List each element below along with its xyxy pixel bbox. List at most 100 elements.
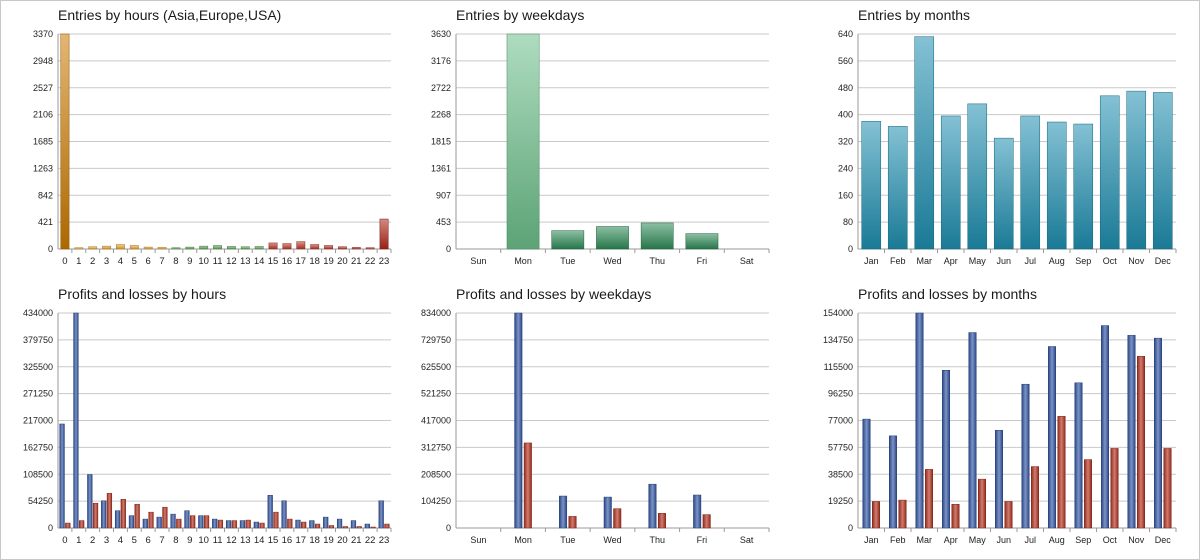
loss-bar	[92, 502, 99, 529]
x-tick-label: 16	[282, 256, 293, 267]
x-tick-label: Sep	[1075, 535, 1091, 545]
bar	[1152, 92, 1173, 250]
x-tick-label: 14	[254, 256, 265, 267]
chart-title: Profits and losses by months	[858, 286, 1037, 302]
y-tick-label: 625500	[421, 362, 451, 372]
bar	[213, 245, 222, 250]
y-tick-label: 3176	[431, 56, 451, 66]
x-tick-label: 9	[187, 535, 192, 546]
bar	[240, 246, 250, 250]
x-tick-label: 11	[213, 256, 223, 267]
x-tick-label: Feb	[890, 256, 906, 266]
x-tick-label: Jan	[864, 256, 879, 266]
y-tick-label: 0	[848, 244, 853, 254]
y-tick-label: 907	[436, 190, 451, 200]
x-tick-label: 11	[213, 535, 223, 546]
bar	[940, 115, 961, 250]
x-tick-label: 1	[76, 535, 81, 546]
x-tick-label: 15	[268, 535, 279, 546]
x-tick-label: 18	[309, 256, 320, 267]
x-tick-label: Jan	[864, 535, 879, 545]
x-tick-label: 19	[323, 535, 334, 546]
y-tick-label: 2948	[33, 56, 53, 66]
profit-bar	[184, 510, 190, 529]
bar	[171, 247, 181, 250]
loss-bar	[568, 516, 577, 529]
x-tick-label: Jun	[996, 256, 1011, 266]
y-tick-label: 80	[843, 217, 853, 227]
y-tick-label: 3630	[431, 29, 451, 39]
y-tick-label: 434000	[23, 308, 53, 318]
profit-bar	[693, 494, 702, 529]
loss-bar	[106, 493, 113, 529]
loss-bar	[384, 523, 390, 529]
y-tick-label: 1263	[33, 163, 53, 173]
x-tick-label: 17	[296, 535, 307, 546]
profit-bar	[170, 513, 176, 529]
profit-bar	[253, 521, 259, 529]
y-tick-label: 417000	[421, 416, 451, 426]
profit-bar	[225, 520, 232, 529]
profit-bar	[323, 516, 329, 529]
profit-bar	[889, 435, 897, 529]
x-tick-label: 0	[62, 256, 67, 267]
loss-bar	[162, 506, 168, 529]
x-tick-label: 10	[198, 256, 209, 267]
loss-bar	[1004, 501, 1013, 529]
x-tick-label: Nov	[1128, 535, 1145, 545]
x-tick-label: Nov	[1128, 256, 1145, 266]
profit-bar	[309, 520, 315, 529]
x-tick-label: 15	[268, 256, 279, 267]
bar	[88, 246, 98, 250]
x-tick-label: 6	[146, 535, 151, 546]
bar	[1046, 121, 1067, 250]
x-tick-label: Tue	[560, 535, 575, 545]
x-tick-label: 4	[118, 535, 123, 546]
loss-bar	[176, 518, 182, 529]
loss-bar	[342, 526, 348, 529]
x-tick-label: Mar	[917, 256, 933, 266]
loss-bar	[657, 513, 666, 529]
panel-entries-by-months: Entries by months 0 80 160 240 320 400 480 560 6…	[819, 7, 1181, 275]
bar	[199, 245, 209, 250]
x-tick-label: 16	[282, 535, 293, 546]
loss-bar	[287, 518, 293, 529]
y-tick-label: 2527	[33, 83, 53, 93]
bar	[324, 245, 333, 250]
y-tick-label: 108500	[23, 469, 53, 479]
bar	[1020, 115, 1041, 250]
profit-bar	[559, 495, 568, 529]
x-tick-label: 17	[296, 256, 307, 267]
profit-bar	[101, 500, 107, 529]
profit-bar	[350, 520, 357, 529]
loss-bar	[1057, 416, 1066, 529]
bar	[914, 36, 935, 250]
bar	[551, 230, 585, 250]
y-tick-label: 834000	[421, 308, 451, 318]
profit-bar	[295, 519, 301, 529]
panel-pl-by-weekdays: Profits and losses by weekdays 0 104250 20…	[403, 286, 774, 554]
y-tick-label: 115500	[824, 362, 853, 372]
y-tick-label: 1685	[33, 137, 53, 147]
x-tick-label: May	[969, 256, 987, 266]
x-tick-label: Sep	[1075, 256, 1091, 266]
x-tick-label: 0	[62, 535, 67, 546]
profit-bar	[995, 430, 1003, 529]
y-tick-label: 521250	[421, 389, 451, 399]
y-tick-label: 0	[446, 523, 451, 533]
y-tick-label: 453	[436, 217, 451, 227]
profit-bar	[514, 312, 523, 529]
x-tick-label: 2	[90, 256, 95, 267]
bar	[338, 246, 347, 250]
y-tick-label: 640	[838, 29, 853, 39]
x-tick-label: Apr	[944, 535, 958, 545]
profit-bar	[198, 515, 204, 529]
y-tick-label: 0	[48, 244, 53, 254]
y-tick-label: 208500	[421, 469, 451, 479]
panel-pl-by-months: Profits and losses by months 0 19250 38500…	[809, 286, 1181, 554]
profit-bar	[378, 500, 384, 529]
y-tick-label: 1815	[431, 137, 451, 147]
bar	[887, 126, 908, 250]
loss-bar	[134, 503, 140, 529]
